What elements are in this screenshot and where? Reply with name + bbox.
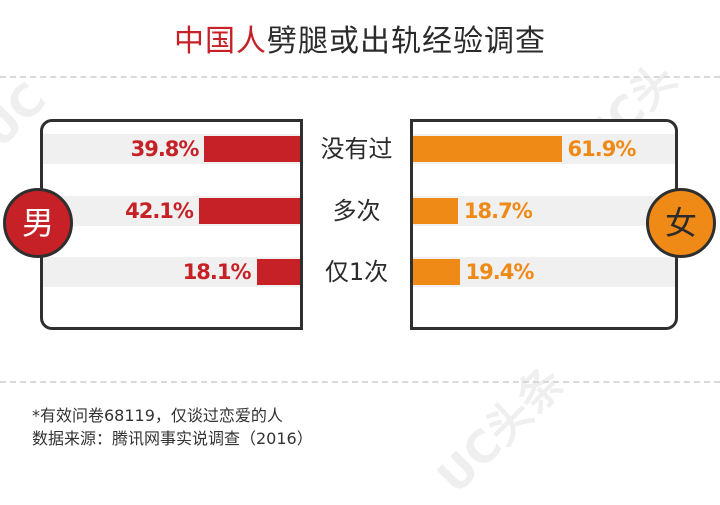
category-label: 仅1次 [324, 258, 389, 286]
male-badge: 男 [3, 188, 73, 258]
female-bar [413, 136, 562, 162]
category-column [300, 119, 413, 330]
male-bar [204, 136, 300, 162]
female-bar [413, 198, 458, 224]
female-badge: 女 [646, 188, 716, 258]
male-value-label: 42.1% [125, 199, 194, 223]
female-value-label: 18.7% [463, 199, 533, 223]
footnote-source: 数据来源：腾讯网事实说调查（2016） [32, 429, 313, 448]
category-label: 没有过 [320, 135, 393, 163]
female-value-label: 19.4% [465, 260, 535, 284]
watermark: UC头条 [428, 356, 575, 504]
female-value-label: 61.9% [567, 137, 637, 161]
category-label: 多次 [332, 197, 381, 225]
female-bar [413, 259, 460, 285]
divider-bottom [0, 381, 720, 383]
title-rest: 劈腿或出轨经验调查 [267, 24, 546, 59]
footnote-sample: *有效问卷68119，仅谈过恋爱的人 [32, 406, 283, 425]
title-highlight: 中国人 [174, 24, 267, 59]
male-value-label: 39.8% [130, 137, 200, 161]
male-bar [198, 198, 300, 224]
chart-title: 中国人劈腿或出轨经验调查 [0, 22, 720, 62]
male-value-label: 18.1% [182, 260, 252, 284]
divider-top [0, 76, 720, 78]
male-bar [256, 259, 300, 285]
